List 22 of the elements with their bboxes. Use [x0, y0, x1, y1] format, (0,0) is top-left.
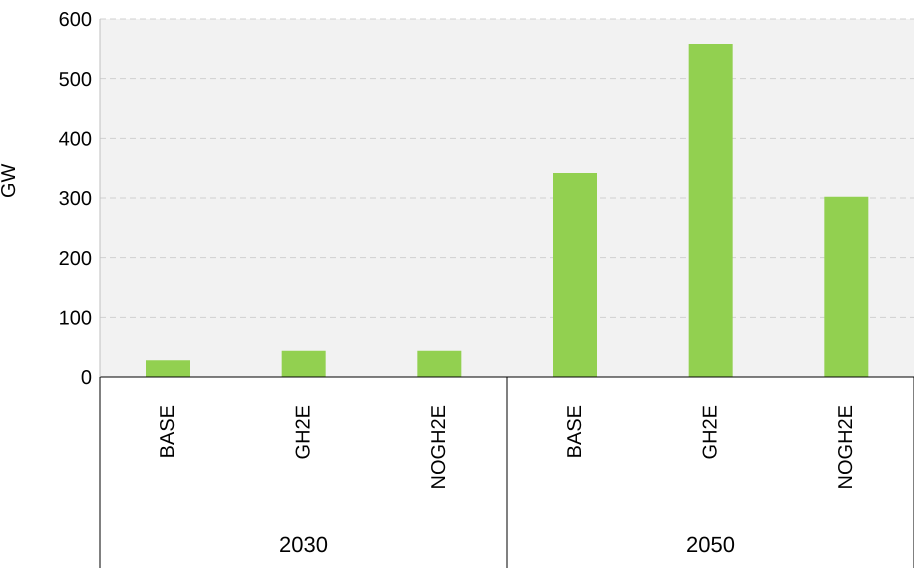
y-tick-label: 400: [58, 128, 92, 150]
y-tick-label: 600: [58, 9, 92, 32]
y-tick-label: 0: [80, 367, 92, 390]
bar: [282, 350, 326, 377]
bar: [688, 44, 733, 377]
x-tick-label: NOGH2E: [835, 405, 858, 490]
y-tick-label: 500: [58, 68, 92, 91]
x-tick-label: GH2E: [292, 405, 314, 460]
bar: [824, 196, 868, 377]
bar: [146, 360, 190, 377]
y-axis-title: GW: [0, 163, 20, 198]
text: 2030: [278, 532, 329, 558]
x-tick-label: BASE: [156, 405, 179, 458]
bar: [553, 172, 597, 377]
bar: [417, 350, 462, 377]
x-tick-label: GH2E: [700, 405, 722, 460]
x-tick-label: NOGH2E: [428, 405, 450, 490]
y-tick-label: 200: [58, 248, 92, 270]
y-tick-label: 300: [58, 188, 92, 210]
text: 2050: [685, 532, 736, 558]
x-tick-label: BASE: [564, 405, 586, 458]
y-tick-label: 100: [58, 307, 92, 330]
